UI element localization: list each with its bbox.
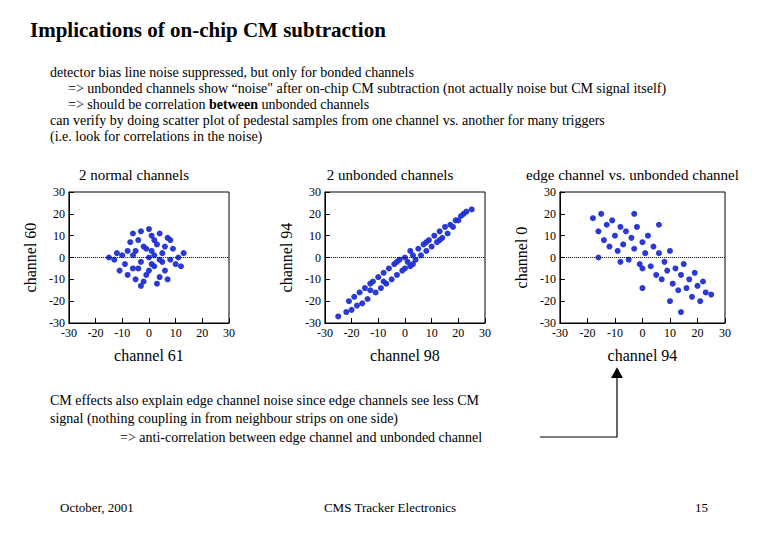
html-text:=> unbonded channels show “noi: => unbonded channels show “noise" after … xyxy=(68,81,667,96)
svg-text:20: 20 xyxy=(691,326,703,340)
svg-text:0: 0 xyxy=(402,326,408,340)
svg-text:2 unbonded channels: 2 unbonded channels xyxy=(327,167,454,183)
html-text:Implications of on-chip CM sub: Implications of on-chip CM subtraction xyxy=(30,18,386,42)
svg-text:20: 20 xyxy=(309,207,321,221)
svg-text:20: 20 xyxy=(544,207,556,221)
svg-text:channel 61: channel 61 xyxy=(114,347,184,364)
html-text:CM effects also explain edge c: CM effects also explain edge channel noi… xyxy=(50,393,479,408)
svg-text:-10: -10 xyxy=(305,272,321,286)
svg-text:10: 10 xyxy=(53,229,65,243)
svg-text:10: 10 xyxy=(426,326,438,340)
svg-text:-30: -30 xyxy=(552,326,568,340)
html-text:=> anti-correlation between ed: => anti-correlation between edge channel… xyxy=(120,430,483,445)
html-text:15: 15 xyxy=(695,500,708,515)
html-text:=> should be correlation betwe: => should be correlation between unbonde… xyxy=(68,97,370,112)
svg-text:20: 20 xyxy=(53,207,65,221)
svg-text:0: 0 xyxy=(315,251,321,265)
html-text:CMS Tracker Electronics: CMS Tracker Electronics xyxy=(323,500,457,515)
svg-text:10: 10 xyxy=(170,326,182,340)
html-text:October, 2001: October, 2001 xyxy=(60,500,134,515)
svg-text:30: 30 xyxy=(309,185,321,199)
svg-text:-10: -10 xyxy=(114,326,130,340)
svg-text:-30: -30 xyxy=(317,326,333,340)
svg-text:10: 10 xyxy=(664,326,676,340)
svg-text:-10: -10 xyxy=(607,326,623,340)
svg-text:30: 30 xyxy=(479,326,491,340)
svg-text:20: 20 xyxy=(452,326,464,340)
svg-text:30: 30 xyxy=(719,326,731,340)
svg-text:30: 30 xyxy=(544,185,556,199)
svg-text:10: 10 xyxy=(544,229,556,243)
svg-text:-30: -30 xyxy=(61,326,77,340)
svg-text:channel 0: channel 0 xyxy=(513,227,530,289)
html-text:(i.e. look for correlations in: (i.e. look for correlations in the noise… xyxy=(50,129,263,144)
svg-text:0: 0 xyxy=(550,251,556,265)
svg-text:-10: -10 xyxy=(370,326,386,340)
html-text:can verify by doing scatter pl: can verify by doing scatter plot of pede… xyxy=(50,113,605,128)
svg-text:-20: -20 xyxy=(344,326,360,340)
svg-text:edge channel vs. unbonded chan: edge channel vs. unbonded channel xyxy=(526,167,739,183)
svg-text:0: 0 xyxy=(59,251,65,265)
svg-text:20: 20 xyxy=(196,326,208,340)
svg-text:0: 0 xyxy=(639,326,645,340)
svg-text:10: 10 xyxy=(309,229,321,243)
svg-text:30: 30 xyxy=(223,326,235,340)
svg-text:-30: -30 xyxy=(304,316,321,330)
html-text:detector bias line noise suppr: detector bias line noise suppressed, but… xyxy=(50,65,414,80)
svg-text:-20: -20 xyxy=(88,326,104,340)
svg-text:-20: -20 xyxy=(49,294,65,308)
html-text:signal (nothing coupling in fr: signal (nothing coupling in from neighbo… xyxy=(50,411,398,426)
svg-text:0: 0 xyxy=(146,326,152,340)
svg-text:channel 94: channel 94 xyxy=(608,347,678,364)
svg-text:-20: -20 xyxy=(579,326,595,340)
svg-text:channel 98: channel 98 xyxy=(370,347,440,364)
svg-text:channel 94: channel 94 xyxy=(278,223,295,293)
svg-text:-10: -10 xyxy=(49,272,65,286)
svg-text:30: 30 xyxy=(53,185,65,199)
svg-text:-20: -20 xyxy=(305,294,321,308)
svg-text:-30: -30 xyxy=(48,316,65,330)
svg-text:channel 60: channel 60 xyxy=(22,223,39,293)
svg-text:-30: -30 xyxy=(539,316,556,330)
svg-text:2 normal channels: 2 normal channels xyxy=(79,167,189,183)
svg-text:-20: -20 xyxy=(540,294,556,308)
svg-text:-10: -10 xyxy=(540,272,556,286)
